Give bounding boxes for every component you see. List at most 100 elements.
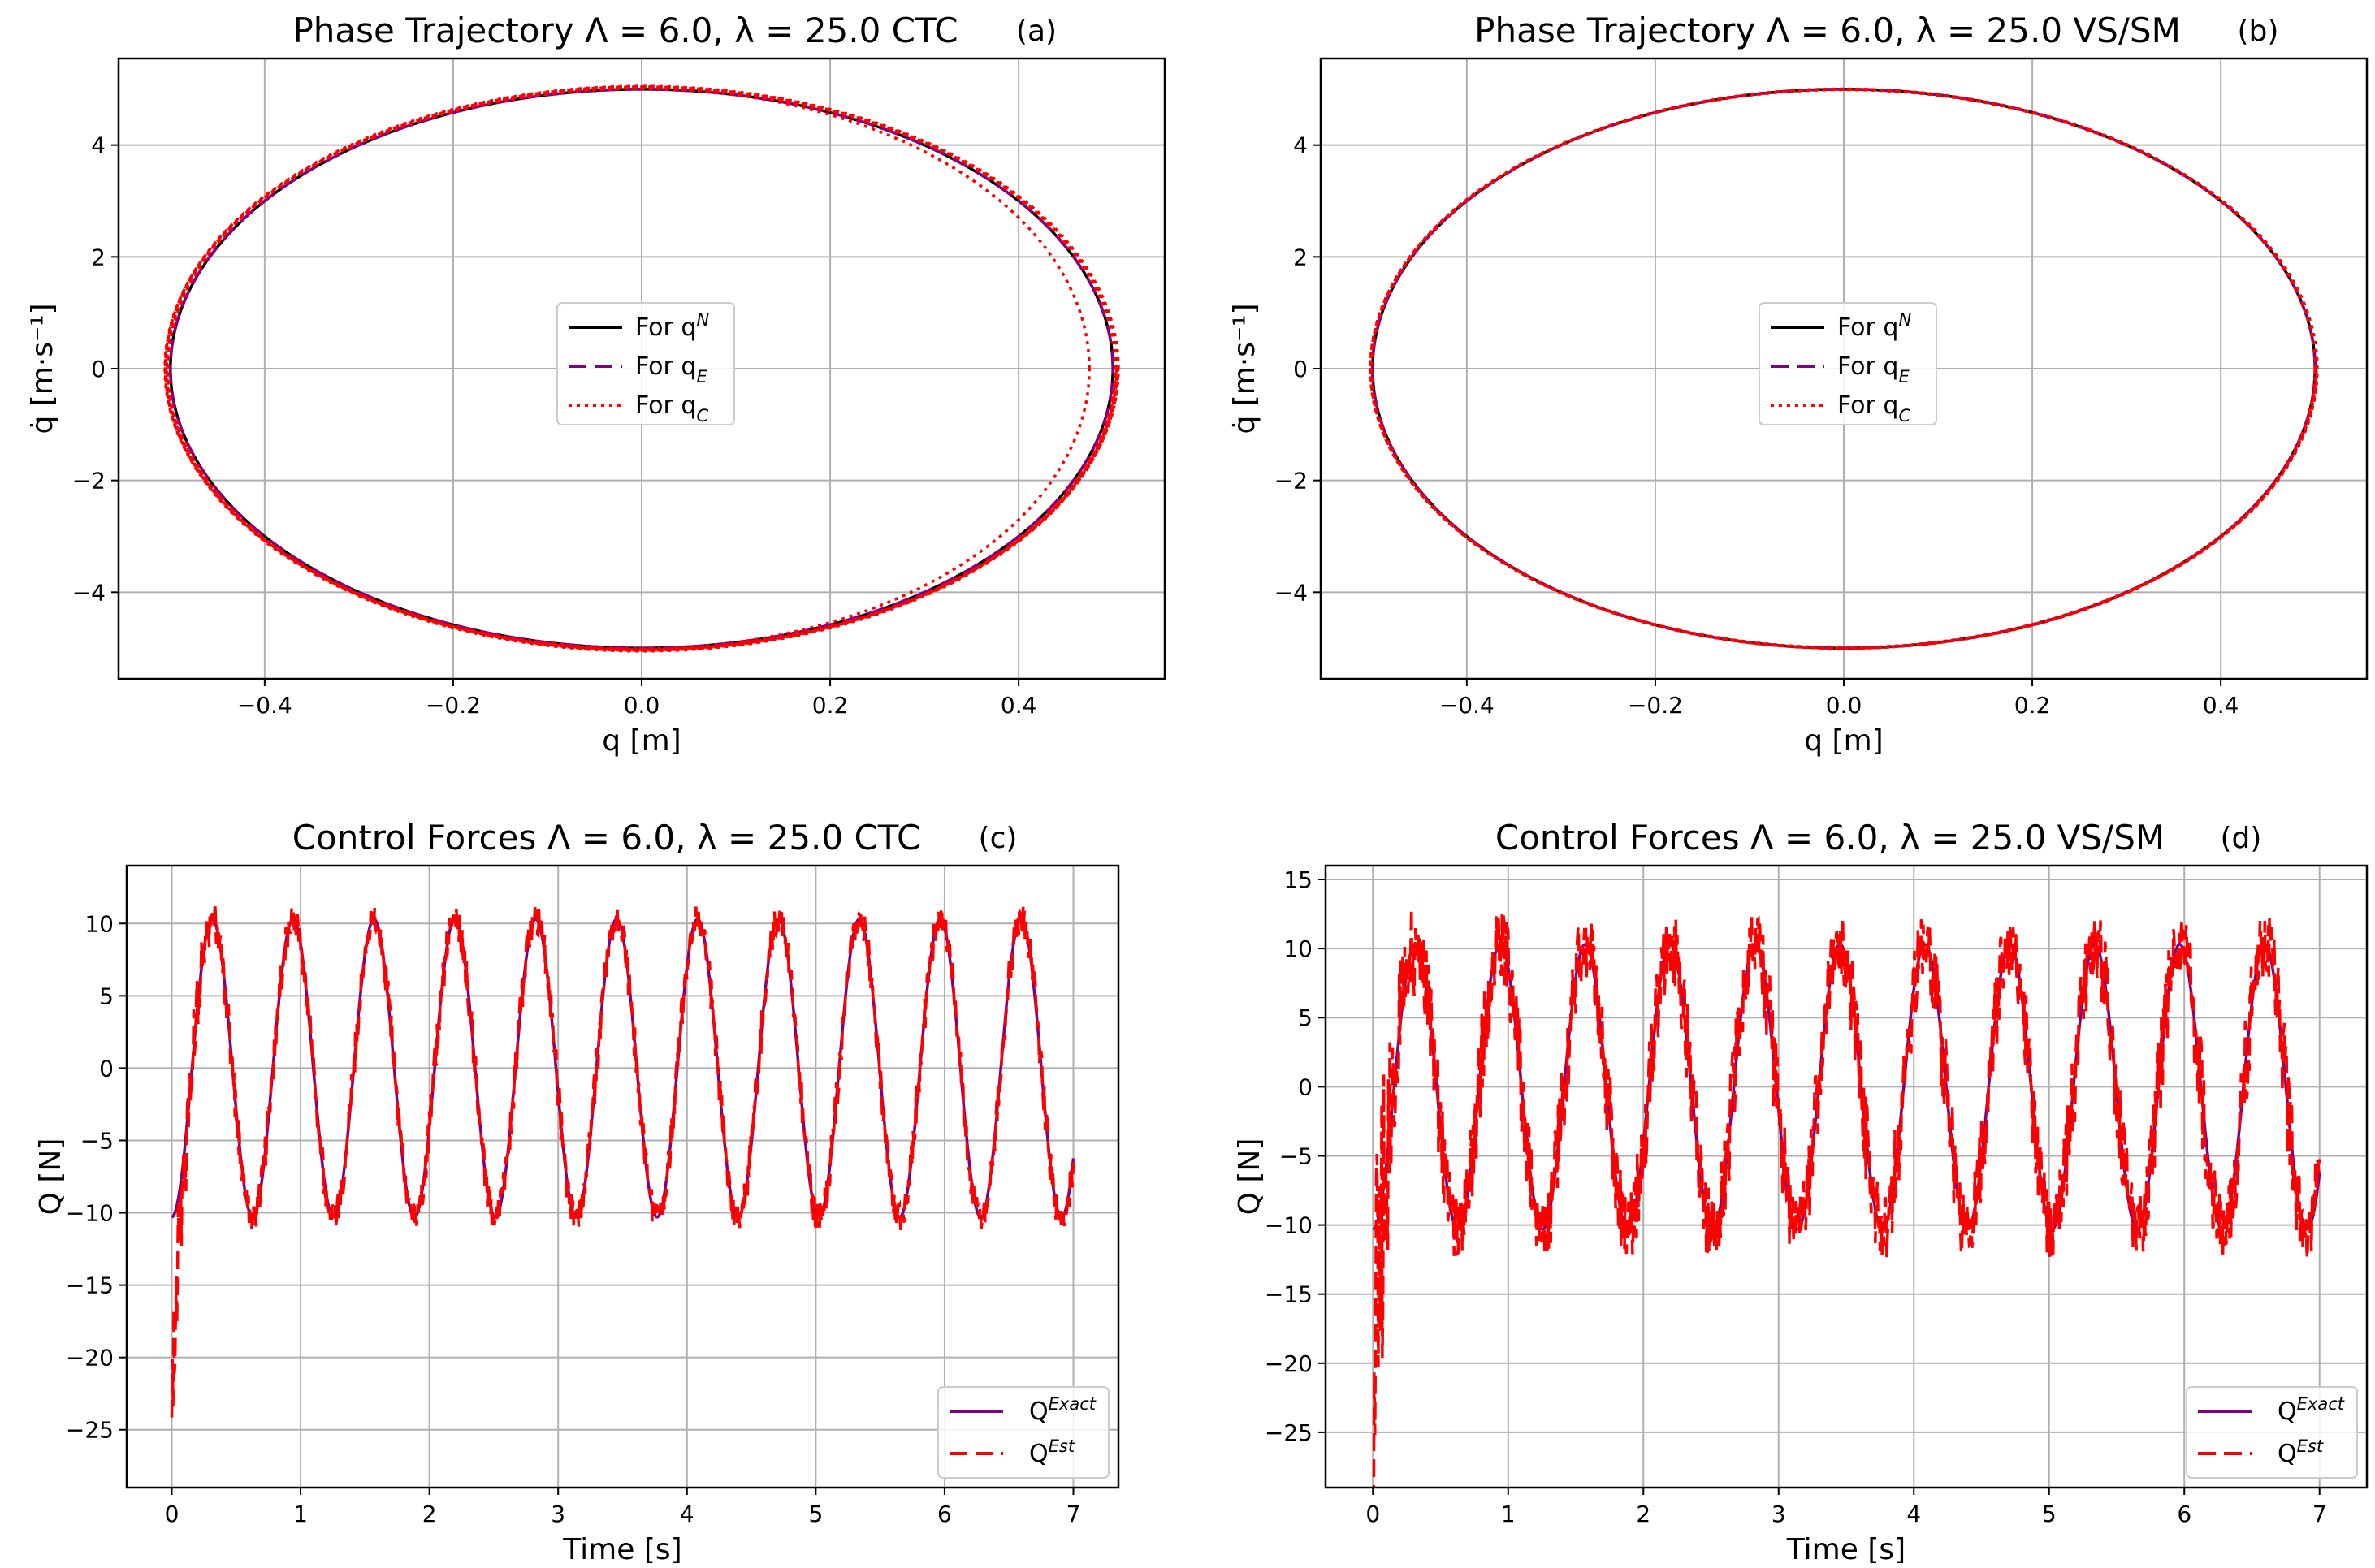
y-tick-label: −15 [66, 1272, 114, 1299]
x-tick-label: 6 [937, 1501, 952, 1527]
y-tick-label: −20 [1265, 1350, 1313, 1377]
x-tick-label: −0.4 [1439, 692, 1495, 719]
legend: QExact QEst [2186, 1386, 2358, 1479]
x-tick-label: 0.4 [1001, 692, 1037, 719]
panel-tag: (b) [2238, 15, 2279, 48]
y-tick-label: 2 [91, 244, 106, 270]
y-tick-label: 0 [1298, 1073, 1313, 1100]
panel-tag: (a) [1016, 15, 1057, 48]
x-tick-label: 1 [293, 1501, 308, 1527]
series-2-loop [163, 87, 1091, 650]
legend-box [1759, 302, 1937, 425]
legend: For qN For qE For qC [556, 302, 735, 425]
y-tick-label: −4 [72, 579, 106, 606]
y-tick-label: 5 [99, 983, 114, 1009]
series-2-loop [163, 84, 1120, 653]
legend-box [556, 302, 735, 425]
series-group-b [1369, 87, 2319, 650]
chart-title: Control Forces Λ = 6.0, λ = 25.0 VS/SM [1495, 818, 2165, 857]
y-tick-label: −4 [1274, 579, 1308, 606]
axes-frame [117, 57, 1166, 680]
axes-frame [1319, 57, 2369, 680]
x-tick-label: 2 [1636, 1501, 1650, 1527]
x-axis-label: Time [s] [562, 1533, 681, 1566]
panel-tag: (c) [979, 822, 1018, 855]
y-tick-label: 2 [1293, 244, 1308, 270]
panel-d: 0 1 2 3 4 5 6 7 −25 −20 −15 −10 −5 0 5 10 15 Control Forc… [1233, 818, 2369, 1566]
y-tick-label: −25 [1265, 1419, 1313, 1446]
y-tick-label: −15 [1265, 1281, 1313, 1308]
legend-label-0: QExact [2278, 1394, 2345, 1426]
y-tick-label: 0 [91, 356, 106, 382]
x-axis-label: q [m] [1804, 724, 1883, 758]
grid-a [119, 58, 1165, 679]
y-tick-label: 15 [1283, 866, 1313, 893]
y-tick-label: 10 [1283, 935, 1313, 962]
x-tick-label: 5 [2042, 1501, 2057, 1527]
chart-title: Phase Trajectory Λ = 6.0, λ = 25.0 VS/SM [1474, 11, 2181, 50]
axes-frame [125, 864, 1120, 1489]
x-tick-label: 4 [680, 1501, 694, 1527]
legend-label-1: QEst [2278, 1436, 2324, 1468]
legend-label-1: QEst [1029, 1436, 1075, 1468]
x-tick-label: 0.2 [812, 692, 849, 719]
panel-b: −0.4 −0.2 0.0 0.2 0.4 −4 −2 0 2 4 Phase Trajectory… [1228, 11, 2369, 758]
y-tick-label: 4 [1293, 132, 1308, 159]
legend-label-1: For qE [1837, 352, 1910, 387]
y-tick-label: −2 [72, 468, 106, 495]
y-tick-label: 0 [99, 1055, 114, 1082]
legend-label-0: QExact [1029, 1394, 1097, 1426]
y-tick-label: 10 [84, 910, 114, 937]
chart-title: Control Forces Λ = 6.0, λ = 25.0 CTC [292, 818, 921, 857]
legend-label-1: For qE [635, 352, 707, 387]
y-tick-label: −5 [1279, 1143, 1313, 1169]
x-tick-label: 0.4 [2203, 692, 2239, 719]
series-1-line [170, 902, 1075, 1418]
y-tick-label: −10 [66, 1200, 114, 1227]
legend-label-0: For qN [635, 310, 709, 342]
series-1-line [169, 88, 1114, 650]
y-tick-label: 4 [91, 132, 106, 159]
series-group-d [1372, 908, 2321, 1488]
x-tick-label: 0 [165, 1501, 180, 1527]
legend-label-2: For qC [1837, 391, 1910, 425]
x-axis-label: q [m] [602, 724, 681, 758]
x-tick-label: 5 [808, 1501, 823, 1527]
y-axis-label: q̇ [m·s⁻¹] [26, 303, 59, 434]
x-tick-label: 2 [422, 1501, 437, 1527]
panel-a: −0.4 −0.2 0.0 0.2 0.4 −4 −2 0 2 4 Phase Trajectory… [26, 11, 1166, 758]
axes-frame [1324, 864, 2369, 1489]
series-group-c [170, 902, 1075, 1418]
x-tick-label: −0.2 [426, 692, 481, 719]
panel-tag: (d) [2221, 822, 2262, 855]
chart-title: Phase Trajectory Λ = 6.0, λ = 25.0 CTC [292, 11, 958, 50]
series-group-a [163, 84, 1120, 653]
x-tick-label: 6 [2177, 1501, 2191, 1527]
panel-c: 0 1 2 3 4 5 6 7 −25 −20 −15 −10 −5 0 5 10 Control Forces… [34, 818, 1120, 1566]
y-axis-label: Q [N] [34, 1138, 67, 1216]
legend: For qN For qE For qC [1759, 302, 1937, 425]
legend: QExact QEst [937, 1386, 1110, 1479]
x-tick-label: 1 [1501, 1501, 1516, 1527]
series-2-loop [163, 86, 1120, 651]
y-tick-label: −10 [1265, 1212, 1313, 1239]
x-tick-label: −0.2 [1628, 692, 1683, 719]
x-tick-label: 7 [1066, 1501, 1081, 1527]
legend-label-0: For qN [1837, 310, 1911, 342]
x-tick-label: −0.4 [237, 692, 292, 719]
x-axis-label: Time [s] [1786, 1533, 1906, 1566]
legend-label-2: For qC [635, 391, 708, 425]
x-tick-label: 0 [1365, 1501, 1380, 1527]
y-tick-label: 0 [1293, 356, 1308, 382]
y-tick-label: 5 [1298, 1004, 1313, 1031]
x-tick-label: 0.0 [1826, 692, 1862, 719]
grid-b [1321, 58, 2367, 679]
x-tick-label: 0.0 [624, 692, 660, 719]
y-tick-label: −20 [66, 1345, 114, 1371]
y-tick-label: −2 [1274, 468, 1308, 495]
x-tick-label: 7 [2312, 1501, 2327, 1527]
x-tick-label: 4 [1906, 1501, 1921, 1527]
y-axis-label: Q [N] [1233, 1138, 1266, 1216]
x-tick-label: 3 [1772, 1501, 1786, 1527]
